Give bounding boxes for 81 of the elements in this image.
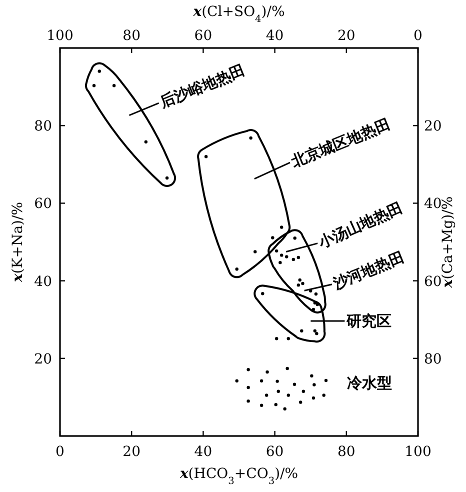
point [285,255,288,258]
point [286,394,290,397]
y2-axis-title: x(Ca+Mg)/% [440,196,456,289]
x2-tick-label: 100 [46,28,74,44]
point [293,236,296,240]
x-tick-label: 40 [194,444,212,460]
point [276,390,280,393]
point [302,390,306,393]
point [313,329,316,332]
point [292,258,296,262]
point [312,383,316,386]
y-tick-label: 60 [34,196,52,212]
annotation: 冷水型 [347,374,392,392]
point [315,332,318,336]
y-axis-title: x(K+Na)/% [10,202,26,284]
x2-tick-label: 60 [194,28,212,44]
point [314,292,318,296]
point [310,374,314,378]
point [274,249,278,253]
point [165,176,169,180]
annotation: 后沙峪地热田 [157,61,248,112]
point [322,394,326,397]
point [260,404,264,407]
y-tick-label: 80 [34,118,52,135]
point [92,84,96,88]
annotation: 研究区 [346,312,392,330]
point [235,268,238,271]
point [249,136,252,140]
point [274,402,278,406]
point [144,140,148,144]
point [204,155,208,158]
point [286,337,290,340]
point [276,380,279,383]
point [246,386,250,390]
point [280,226,284,229]
point [260,379,264,383]
x-axis-title: x(HCO$_{3}$+CO$_{3}$)/% [178,466,298,486]
point [324,378,328,382]
x-tick-label: 20 [122,444,141,460]
x-tick-label: 100 [404,444,432,460]
annotation: 北京城区地热田 [288,114,393,171]
y2-tick-label: 60 [424,274,442,290]
point [312,308,316,312]
point [274,337,278,340]
point [312,396,316,400]
x-tick-label: 60 [266,444,284,460]
point [266,370,269,374]
point [278,260,282,264]
point [286,366,289,370]
x-tick-label: 0 [56,444,64,460]
point [298,400,302,404]
point [246,399,250,403]
point [235,379,238,383]
y2-tick-label: 20 [424,118,442,135]
x2-tick-label: 0 [414,28,422,44]
point [283,407,286,410]
point [316,302,319,306]
point [298,278,302,282]
y-tick-label: 40 [34,274,52,290]
x-tick-label: 80 [337,444,356,460]
x2-axis-title: x(Cl+SO$_{4}$)/% [192,4,285,24]
x2-tick-label: 80 [122,28,141,44]
x2-tick-label: 40 [266,28,284,44]
x2-tick-label: 20 [337,28,356,44]
point [271,236,274,240]
point [98,70,101,73]
point [292,382,296,386]
point [112,84,116,88]
point [254,250,257,254]
point [246,368,250,372]
y2-tick-label: 80 [424,351,442,368]
point [261,292,264,296]
y-tick-label: 20 [34,351,52,368]
y2-tick-label: 40 [424,196,442,212]
point [300,329,304,332]
point [280,254,284,257]
point [296,283,300,287]
point [264,394,268,397]
point [313,301,316,305]
point [296,256,300,260]
point [301,282,304,286]
